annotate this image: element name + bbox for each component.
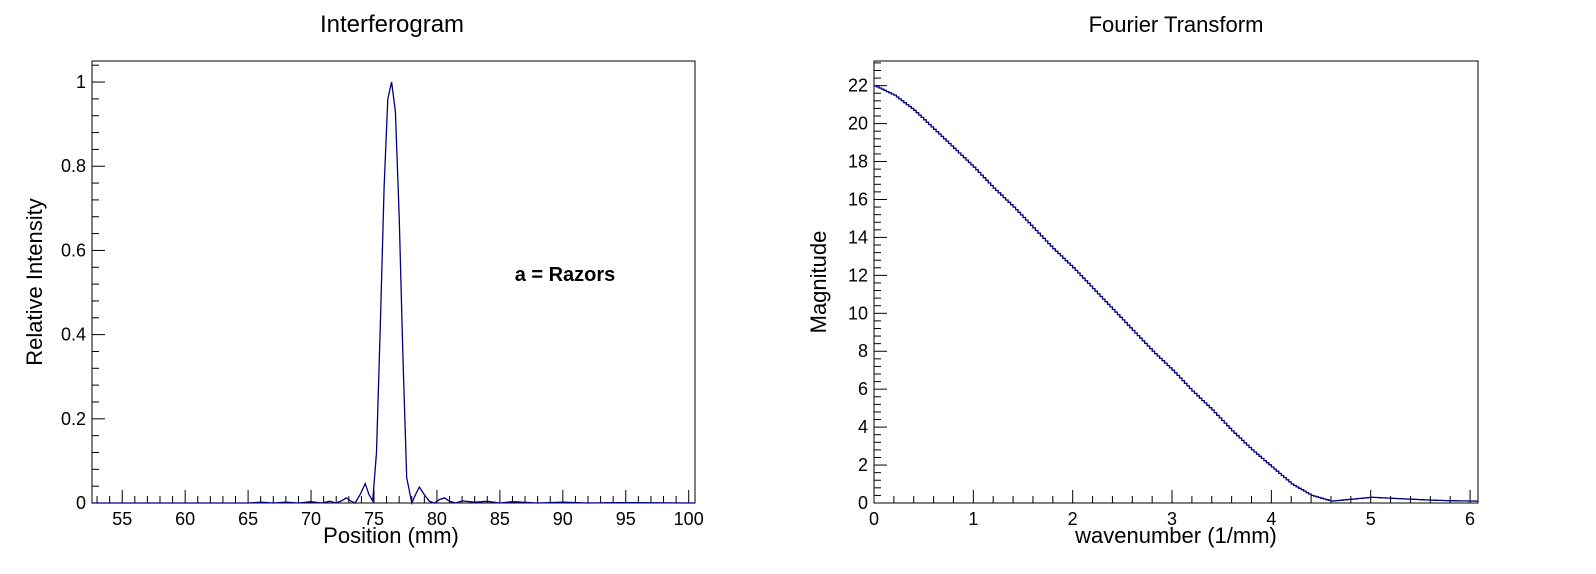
x-tick-label: 100 <box>674 509 704 529</box>
x-tick-label: 80 <box>427 509 447 529</box>
fourier-series-line <box>874 85 1478 502</box>
x-tick-label: 65 <box>238 509 258 529</box>
y-tick-label: 2 <box>858 455 868 475</box>
y-tick-label: 0 <box>858 493 868 513</box>
x-tick-label: 2 <box>1068 509 1078 529</box>
x-tick-label: 3 <box>1167 509 1177 529</box>
y-tick-label: 0.8 <box>61 156 86 176</box>
y-tick-label: 16 <box>848 189 868 209</box>
y-tick-label: 20 <box>848 114 868 134</box>
interferogram-series-line <box>92 81 696 506</box>
x-tick-label: 6 <box>1465 509 1475 529</box>
y-tick-label: 4 <box>858 417 868 437</box>
interferogram-title: Interferogram <box>320 11 464 38</box>
interferogram-y-label: Relative Intensity <box>22 198 47 366</box>
interferogram-x-axis: 55 60 65 70 75 80 85 90 95 100 <box>96 490 704 529</box>
y-tick-label: 6 <box>858 379 868 399</box>
y-tick-label: 10 <box>848 303 868 323</box>
interferogram-x-label: Position (mm) <box>323 523 459 548</box>
y-tick-label: 8 <box>858 341 868 361</box>
x-tick-label: 60 <box>175 509 195 529</box>
x-tick-label: 90 <box>553 509 573 529</box>
x-tick-label: 85 <box>490 509 510 529</box>
x-tick-label: 1 <box>968 509 978 529</box>
x-tick-label: 0 <box>869 509 879 529</box>
x-tick-label: 95 <box>616 509 636 529</box>
interferogram-frame <box>91 60 696 504</box>
y-tick-label: 0.2 <box>61 409 86 429</box>
y-tick-label: 0.6 <box>61 240 86 260</box>
y-tick-label: 0 <box>76 493 86 513</box>
y-tick-label: 22 <box>848 76 868 96</box>
x-tick-label: 75 <box>364 509 384 529</box>
y-tick-label: 12 <box>848 265 868 285</box>
fourier-frame <box>873 60 1479 504</box>
fourier-title: Fourier Transform <box>1089 12 1264 37</box>
fourier-y-axis: 0 2 4 6 8 10 12 14 16 18 20 22 <box>848 62 887 513</box>
x-tick-label: 55 <box>112 509 132 529</box>
interferogram-y-axis: 0 0.2 0.4 0.6 0.8 1 <box>61 64 105 513</box>
interferogram-panel: Interferogram 55 60 65 70 75 80 85 90 95 100 0 0.2… <box>22 11 704 548</box>
y-tick-label: 0.4 <box>61 325 86 345</box>
razors-annotation: a = Razors <box>515 264 616 286</box>
x-tick-label: 5 <box>1366 509 1376 529</box>
fourier-x-label: wavenumber (1/mm) <box>1074 523 1277 548</box>
y-tick-label: 1 <box>76 72 86 92</box>
fourier-y-label: Magnitude <box>806 231 831 334</box>
x-tick-label: 70 <box>301 509 321 529</box>
x-tick-label: 4 <box>1266 509 1276 529</box>
y-tick-label: 14 <box>848 227 868 247</box>
y-tick-label: 18 <box>848 152 868 172</box>
